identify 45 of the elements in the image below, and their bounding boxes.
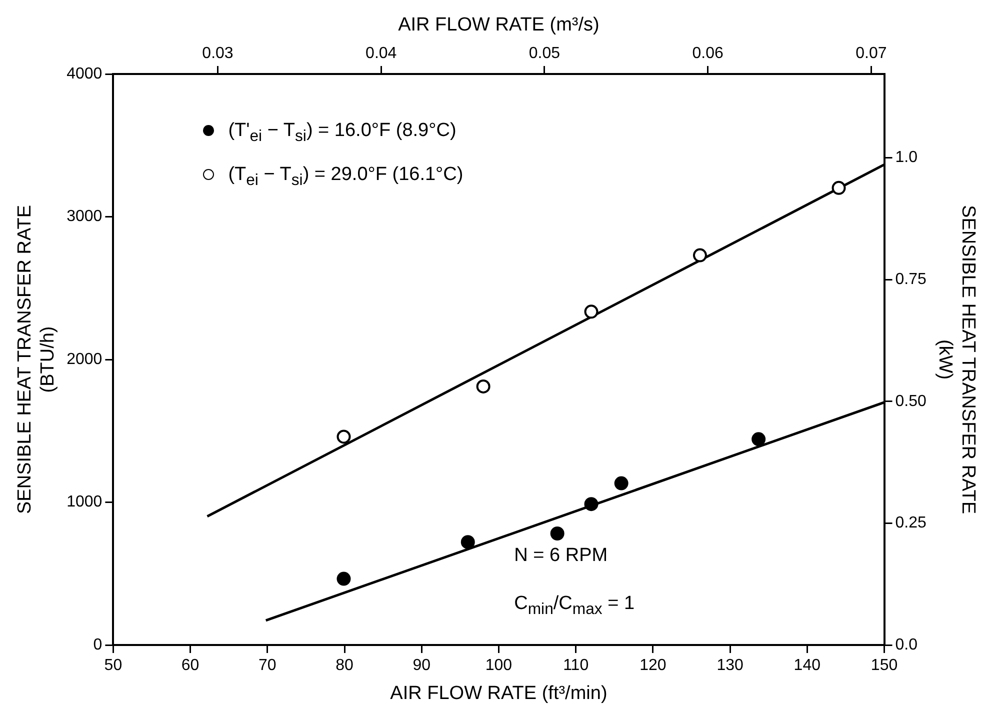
point: [752, 432, 766, 446]
x-tick-label: 80: [336, 657, 354, 674]
point: [692, 248, 707, 262]
point: [336, 572, 351, 586]
x-tick-label: 90: [412, 657, 431, 674]
y2-tick-label: 0.50: [895, 392, 926, 410]
point: [584, 304, 598, 319]
y2-tick-label: 1.0: [895, 149, 918, 166]
y-tick-label: 1000: [66, 494, 102, 511]
x2-tick-label: 0.06: [692, 44, 724, 62]
y-tick-label: 3000: [66, 208, 102, 226]
y2-axis-title: SENSIBLE HEAT TRANSFER RATE (kW): [934, 204, 978, 514]
x-tick-label: 140: [794, 657, 821, 674]
point: [584, 497, 598, 512]
x-tick-label: 110: [563, 657, 589, 674]
x-tick-label: 130: [716, 657, 744, 674]
y-tick-label: 4000: [66, 65, 102, 82]
y2-tick-label: 0.25: [895, 514, 926, 532]
y2-tick-label: 0.0: [895, 636, 918, 654]
x-tick-label: 100: [485, 657, 512, 674]
point: [336, 430, 351, 444]
x2-axis-title: AIR FLOW RATE (m³/s): [398, 14, 600, 36]
y-axis-title: SENSIBLE HEAT TRANSFER RATE (BTU/h): [14, 204, 58, 514]
x-tick-label: 150: [870, 657, 898, 674]
x2-tick-label: 0.03: [202, 44, 234, 62]
x-tick-label: 60: [181, 657, 200, 674]
x-axis-title: AIR FLOW RATE (ft³/min): [390, 682, 608, 704]
y2-tick-label: 0.75: [895, 271, 926, 288]
legend-label: (T'$_{ei}$ − T$_{si}$) = 16.0°F (8.9°C): [228, 120, 456, 145]
y-tick-label: 2000: [66, 350, 102, 368]
x-tick-label: 70: [258, 657, 276, 674]
point: [476, 379, 490, 394]
annotation: C$_{min}$/C$_{max}$ = 1: [514, 593, 635, 619]
x2-tick-label: 0.05: [528, 44, 560, 62]
point: [832, 180, 846, 195]
point: [614, 476, 628, 490]
x2-tick-label: 0.07: [856, 44, 887, 62]
point: [460, 535, 475, 550]
legend-label: (T$_{ei}$ − T$_{si}$) = 29.0°F (16.1°C): [228, 164, 464, 189]
point: [550, 526, 564, 541]
x-tick-label: 120: [640, 657, 666, 674]
annotation: N = 6 RPM: [514, 545, 608, 567]
x2-tick-label: 0.04: [366, 44, 397, 62]
x-tick-label: 50: [104, 657, 122, 674]
y-tick-label: 0: [93, 636, 102, 654]
